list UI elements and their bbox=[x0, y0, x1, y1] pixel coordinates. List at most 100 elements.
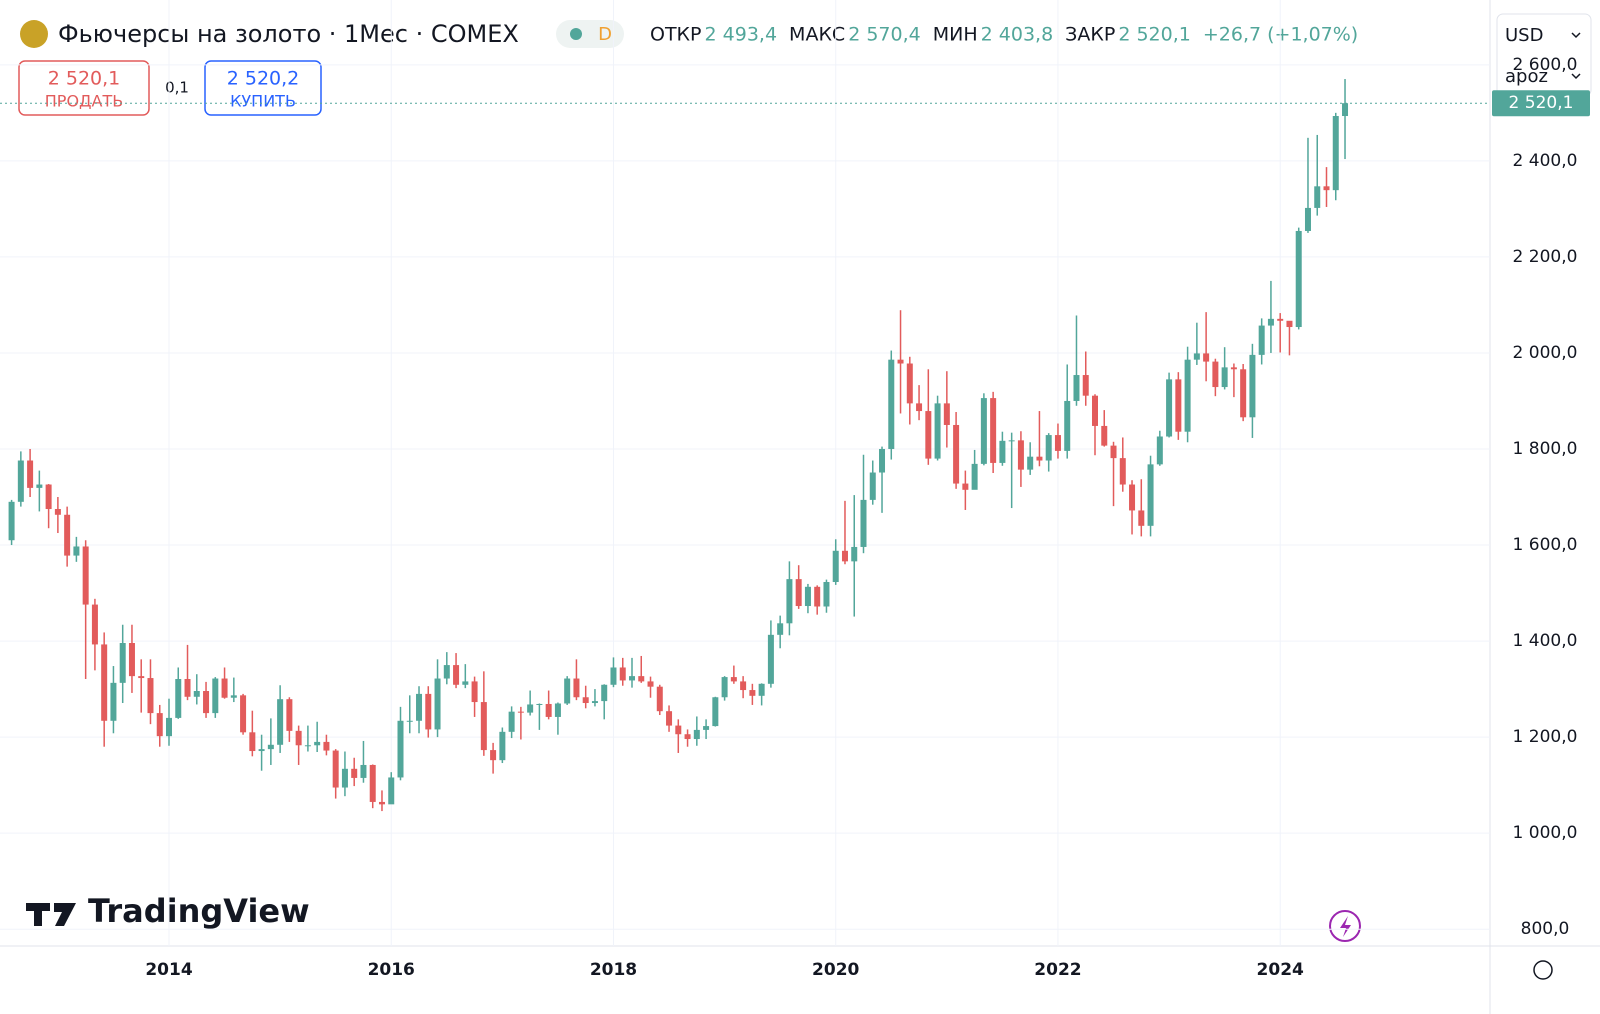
ohlc-value: 2 520,1 bbox=[1118, 24, 1191, 46]
last-price-label: 2 520,1 bbox=[1509, 93, 1574, 113]
candle-body bbox=[416, 693, 423, 721]
candle-body bbox=[184, 679, 191, 697]
y-tick-label: 1 400,0 bbox=[1513, 631, 1578, 651]
candle-body bbox=[1342, 103, 1349, 117]
logo-icon bbox=[26, 903, 76, 926]
candle-body bbox=[832, 550, 839, 583]
candle-body bbox=[1175, 379, 1182, 432]
candle-body bbox=[230, 695, 237, 698]
candle-body bbox=[27, 460, 34, 488]
candle-body bbox=[1184, 359, 1191, 432]
candle-body bbox=[443, 665, 450, 679]
candle-body bbox=[166, 717, 172, 737]
x-tick-label: 2020 bbox=[812, 960, 859, 980]
candle-body bbox=[527, 704, 534, 713]
y-tick-label: 800,0 bbox=[1521, 919, 1570, 939]
candle-body bbox=[666, 711, 673, 726]
candle-body bbox=[323, 741, 330, 751]
candle-body bbox=[869, 472, 876, 500]
candle-body bbox=[1230, 367, 1237, 370]
candle-body bbox=[1092, 395, 1098, 426]
candle-body bbox=[703, 726, 710, 730]
candle-body bbox=[1036, 456, 1043, 461]
candle-body bbox=[675, 725, 682, 735]
candle-body bbox=[138, 676, 145, 679]
buy-button[interactable] bbox=[204, 60, 322, 116]
candle-body bbox=[73, 546, 80, 556]
candle-body bbox=[388, 777, 395, 805]
candle-body bbox=[45, 484, 52, 510]
candle-body bbox=[1323, 186, 1330, 191]
candle-body bbox=[536, 703, 543, 705]
candle-body bbox=[795, 579, 802, 607]
ohlc-label: ЗАКР bbox=[1065, 24, 1115, 46]
candle-body bbox=[999, 440, 1006, 463]
candle-body bbox=[295, 730, 302, 746]
candle-body bbox=[1286, 320, 1293, 328]
ohlc-label: ОТКР bbox=[650, 24, 702, 46]
ohlc-value: 2 570,4 bbox=[848, 24, 921, 46]
y-tick-label: 1 800,0 bbox=[1513, 439, 1578, 459]
candle-body bbox=[1295, 230, 1302, 328]
candle-body bbox=[1203, 353, 1210, 362]
candle-body bbox=[193, 691, 200, 697]
candle-body bbox=[1073, 375, 1080, 401]
ohlc-label: МИН bbox=[933, 24, 978, 46]
candle-body bbox=[110, 682, 117, 721]
candle-body bbox=[554, 703, 561, 717]
candle-body bbox=[1147, 464, 1154, 526]
candle-body bbox=[980, 398, 987, 464]
candle-body bbox=[341, 768, 348, 788]
candle-body bbox=[156, 713, 163, 737]
candle-body bbox=[934, 403, 941, 459]
candle-body bbox=[406, 720, 413, 722]
spread: 0,1 bbox=[165, 79, 189, 97]
candle-body bbox=[453, 665, 460, 685]
candle-body bbox=[1008, 440, 1015, 442]
candle-body bbox=[564, 678, 571, 704]
candle-body bbox=[1119, 458, 1126, 485]
currency[interactable]: USD bbox=[1505, 25, 1543, 46]
candle-body bbox=[1101, 425, 1108, 446]
sell-button[interactable] bbox=[18, 60, 150, 116]
candle-body bbox=[425, 693, 432, 730]
candle-body bbox=[786, 579, 793, 624]
candle-body bbox=[804, 586, 811, 607]
lightning-icon[interactable] bbox=[1329, 910, 1361, 942]
candle-body bbox=[378, 801, 385, 805]
candle-body bbox=[101, 644, 108, 721]
settings-icon[interactable] bbox=[1533, 960, 1553, 980]
logo: TradingView bbox=[88, 892, 310, 930]
x-tick-label: 2014 bbox=[145, 960, 192, 980]
candle-body bbox=[1064, 400, 1071, 451]
candle-body bbox=[1027, 456, 1034, 470]
candle-body bbox=[1267, 318, 1274, 326]
scale-mode[interactable]: apoz bbox=[1505, 66, 1548, 87]
candle-body bbox=[8, 501, 15, 541]
candle-body bbox=[203, 691, 210, 714]
candle-body bbox=[277, 699, 284, 745]
x-tick-label: 2016 bbox=[368, 960, 415, 980]
y-tick-label: 1 200,0 bbox=[1513, 727, 1578, 747]
candle-body bbox=[601, 684, 608, 702]
candle-body bbox=[1082, 375, 1089, 396]
status-dot bbox=[570, 28, 582, 40]
candle-body bbox=[749, 690, 756, 696]
candle-body bbox=[480, 702, 487, 751]
candle-body bbox=[1240, 369, 1247, 418]
candle-body bbox=[397, 720, 404, 778]
candle-body bbox=[814, 586, 821, 607]
ohlc-value: 2 493,4 bbox=[705, 24, 778, 46]
candle-body bbox=[240, 695, 247, 733]
ohlc-label: МАКС bbox=[789, 24, 845, 46]
candle-body bbox=[1212, 361, 1219, 388]
candle-body bbox=[17, 460, 24, 502]
candle-body bbox=[517, 711, 524, 713]
candle-body bbox=[1138, 510, 1145, 526]
dropdown-arrows bbox=[1571, 32, 1581, 80]
candle-body bbox=[591, 701, 598, 704]
candle-body bbox=[573, 678, 580, 698]
last-price-box bbox=[1492, 90, 1590, 117]
x-tick-label: 2018 bbox=[590, 960, 637, 980]
candle-body bbox=[1332, 116, 1339, 191]
